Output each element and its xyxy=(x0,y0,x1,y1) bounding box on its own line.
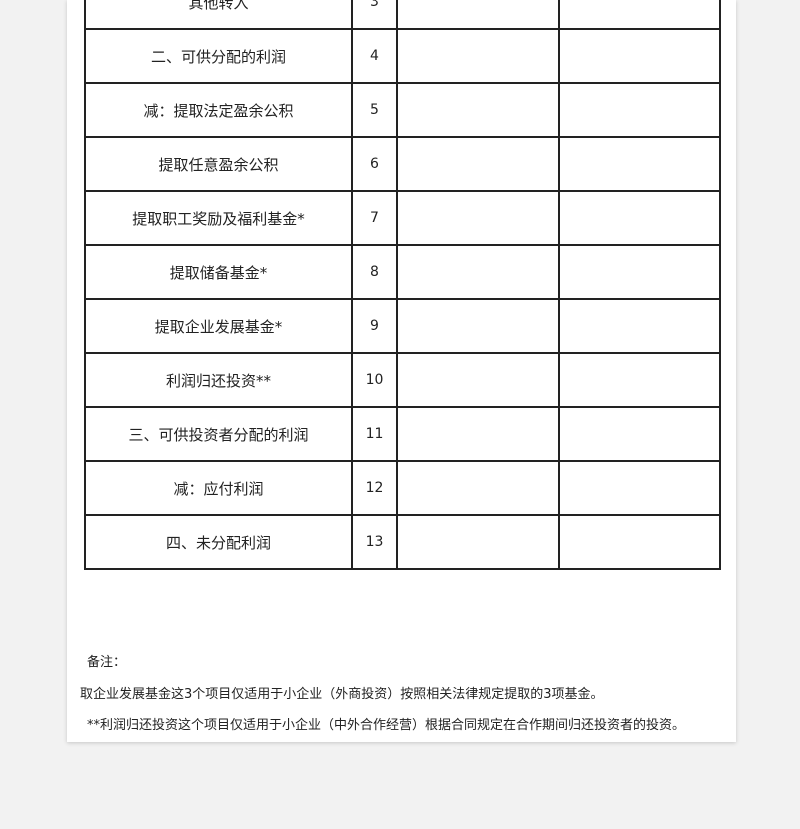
row-label: 三、可供投资者分配的利润 xyxy=(84,406,353,462)
empty-cell xyxy=(396,460,560,516)
empty-cell xyxy=(558,460,721,516)
line-number: 7 xyxy=(351,190,398,246)
table-row: 二、可供分配的利润 4 xyxy=(84,28,721,84)
row-label: 减：提取法定盈余公积 xyxy=(84,82,353,138)
table-row: 利润归还投资** 10 xyxy=(84,352,721,408)
row-label: 提取企业发展基金* xyxy=(84,298,353,354)
line-number: 11 xyxy=(351,406,398,462)
notes-heading: 备注： xyxy=(87,655,127,670)
line-number: 5 xyxy=(351,82,398,138)
row-label: 四、未分配利润 xyxy=(84,514,353,570)
empty-cell xyxy=(558,514,721,570)
empty-cell xyxy=(558,406,721,462)
row-label: 利润归还投资** xyxy=(84,352,353,408)
row-label: 提取储备基金* xyxy=(84,244,353,300)
line-number: 8 xyxy=(351,244,398,300)
empty-cell xyxy=(396,28,560,84)
empty-cell xyxy=(558,28,721,84)
empty-cell xyxy=(396,244,560,300)
note-line: **利润归还投资这个项目仅适用于小企业（中外合作经营）根据合同规定在合作期间归还… xyxy=(87,718,686,733)
table-row: 减：应付利润 12 xyxy=(84,460,721,516)
line-number: 13 xyxy=(351,514,398,570)
note-line: 取企业发展基金这3个项目仅适用于小企业（外商投资）按照相关法律规定提取的3项基金… xyxy=(80,687,604,702)
empty-cell xyxy=(396,406,560,462)
row-label: 提取任意盈余公积 xyxy=(84,136,353,192)
table-row: 提取职工奖励及福利基金* 7 xyxy=(84,190,721,246)
empty-cell xyxy=(396,190,560,246)
empty-cell xyxy=(396,352,560,408)
profit-table: 其他转入 3 二、可供分配的利润 4 减：提取法定盈余公积 5 提取任意盈余公积 6 提取职工奖… xyxy=(84,0,721,570)
table-row: 四、未分配利润 13 xyxy=(84,514,721,570)
row-label: 减：应付利润 xyxy=(84,460,353,516)
line-number: 6 xyxy=(351,136,398,192)
empty-cell xyxy=(558,82,721,138)
empty-cell xyxy=(396,82,560,138)
table-row: 减：提取法定盈余公积 5 xyxy=(84,82,721,138)
empty-cell xyxy=(396,136,560,192)
row-label: 提取职工奖励及福利基金* xyxy=(84,190,353,246)
table-row: 提取企业发展基金* 9 xyxy=(84,298,721,354)
empty-cell xyxy=(558,136,721,192)
table-row: 提取任意盈余公积 6 xyxy=(84,136,721,192)
empty-cell xyxy=(396,298,560,354)
empty-cell xyxy=(558,298,721,354)
empty-cell xyxy=(558,352,721,408)
line-number: 3 xyxy=(351,0,398,30)
table-row: 三、可供投资者分配的利润 11 xyxy=(84,406,721,462)
document-page: 其他转入 3 二、可供分配的利润 4 减：提取法定盈余公积 5 提取任意盈余公积 6 提取职工奖… xyxy=(67,0,736,742)
empty-cell xyxy=(558,0,721,30)
row-label: 其他转入 xyxy=(84,0,353,30)
table-row: 提取储备基金* 8 xyxy=(84,244,721,300)
row-label: 二、可供分配的利润 xyxy=(84,28,353,84)
empty-cell xyxy=(396,0,560,30)
table-row: 其他转入 3 xyxy=(84,0,721,30)
empty-cell xyxy=(558,244,721,300)
empty-cell xyxy=(396,514,560,570)
line-number: 12 xyxy=(351,460,398,516)
line-number: 10 xyxy=(351,352,398,408)
empty-cell xyxy=(558,190,721,246)
line-number: 9 xyxy=(351,298,398,354)
line-number: 4 xyxy=(351,28,398,84)
